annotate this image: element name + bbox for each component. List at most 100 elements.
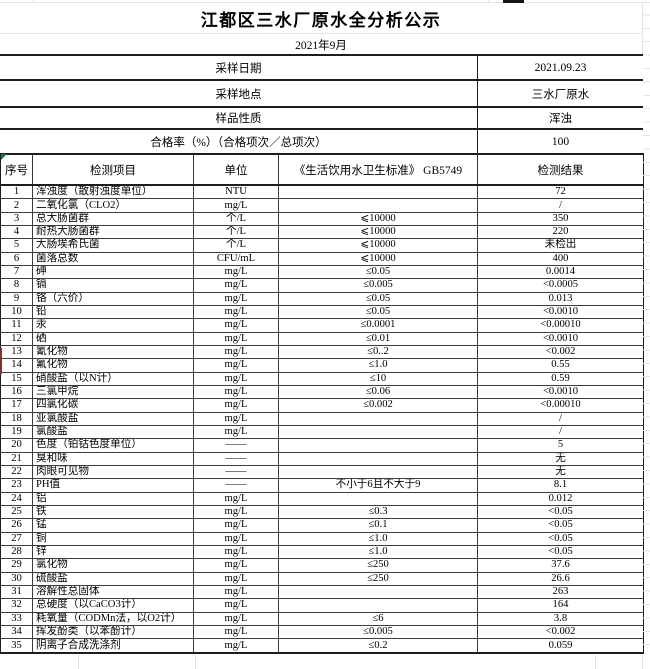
cell-unit[interactable]: mg/L xyxy=(193,531,279,546)
cell-serial-no[interactable]: 4 xyxy=(0,224,33,240)
cell-test-item[interactable]: PH值 xyxy=(32,478,194,493)
cell-standard-limit[interactable]: ≤0.3 xyxy=(278,504,478,520)
cell-serial-no[interactable]: 32 xyxy=(0,598,33,613)
cell-result[interactable]: 0.013 xyxy=(477,291,644,306)
cell-standard-limit[interactable] xyxy=(278,464,478,480)
cell-serial-no[interactable]: 8 xyxy=(0,278,33,293)
cell-test-item[interactable]: 铅 xyxy=(32,304,194,320)
cell-test-item[interactable]: 铜 xyxy=(32,531,194,546)
cell-serial-no[interactable]: 3 xyxy=(0,211,33,227)
cell-serial-no[interactable]: 28 xyxy=(0,544,33,560)
cell-result[interactable]: 0.0014 xyxy=(477,264,644,280)
cell-unit[interactable]: mg/L xyxy=(193,318,279,333)
cell-unit[interactable]: mg/L xyxy=(193,304,279,320)
cell-test-item[interactable]: 总大肠菌群 xyxy=(32,211,194,227)
cell-unit[interactable]: mg/L xyxy=(193,411,279,426)
cell-test-item[interactable]: 砷 xyxy=(32,264,194,280)
cell-test-item[interactable]: 色度（铂钴色度单位） xyxy=(32,438,194,453)
cell-result[interactable]: 263 xyxy=(477,584,644,600)
cell-test-item[interactable]: 大肠埃希氏菌 xyxy=(32,238,194,253)
cell-result[interactable]: <0.05 xyxy=(477,531,644,546)
cell-unit[interactable]: CFU/mL xyxy=(193,251,279,266)
cell-result[interactable]: <0.05 xyxy=(477,504,644,520)
cell-standard-limit[interactable]: ≤0.01 xyxy=(278,331,478,346)
col-header-standard[interactable]: 《生活饮用水卫生标准》 GB5749 xyxy=(278,153,478,186)
cell-serial-no[interactable]: 24 xyxy=(0,491,33,506)
cell-test-item[interactable]: 总硬度（以CaCO3计） xyxy=(32,598,194,613)
cell-unit[interactable]: —— xyxy=(193,464,279,480)
cell-result[interactable]: 350 xyxy=(477,211,644,227)
cell-unit[interactable]: 个/L xyxy=(193,211,279,227)
cell-result[interactable]: 未检出 xyxy=(477,238,644,253)
cell-serial-no[interactable]: 25 xyxy=(0,504,33,520)
col-header-item[interactable]: 检测项目 xyxy=(32,153,194,186)
cell-standard-limit[interactable]: ≤0.1 xyxy=(278,518,478,533)
cell-standard-limit[interactable] xyxy=(278,451,478,466)
cell-result[interactable]: 164 xyxy=(477,598,644,613)
cell-test-item[interactable]: 铬（六价） xyxy=(32,291,194,306)
pass-rate-value[interactable]: 100 xyxy=(477,130,643,153)
cell-unit[interactable]: mg/L xyxy=(193,424,279,440)
cell-result[interactable]: / xyxy=(477,198,644,213)
cell-result[interactable]: <0.002 xyxy=(477,624,644,640)
cell-result[interactable]: 0.012 xyxy=(477,491,644,506)
cell-test-item[interactable]: 菌落总数 xyxy=(32,251,194,266)
col-header-result[interactable]: 检测结果 xyxy=(477,153,644,186)
cell-result[interactable]: 26.6 xyxy=(477,571,644,586)
cell-test-item[interactable]: 亚氯酸盐 xyxy=(32,411,194,426)
cell-unit[interactable]: mg/L xyxy=(193,371,279,386)
cell-unit[interactable]: mg/L xyxy=(193,344,279,360)
cell-result[interactable]: 0.59 xyxy=(477,371,644,386)
cell-standard-limit[interactable]: ⩽10000 xyxy=(278,251,478,266)
cell-test-item[interactable]: 锰 xyxy=(32,518,194,533)
cell-serial-no[interactable]: 15 xyxy=(0,371,33,386)
cell-result[interactable]: <0.0010 xyxy=(477,304,644,320)
cell-unit[interactable]: mg/L xyxy=(193,558,279,573)
cell-test-item[interactable]: 氟化物 xyxy=(32,358,194,373)
cell-result[interactable]: 0.55 xyxy=(477,358,644,373)
cell-serial-no[interactable]: 21 xyxy=(0,451,33,466)
cell-standard-limit[interactable]: ≤10 xyxy=(278,371,478,386)
cell-unit[interactable]: mg/L xyxy=(193,544,279,560)
cell-test-item[interactable]: 臭和味 xyxy=(32,451,194,466)
cell-unit[interactable]: mg/L xyxy=(193,624,279,640)
cell-result[interactable]: 37.6 xyxy=(477,558,644,573)
cell-result[interactable]: 5 xyxy=(477,438,644,453)
cell-standard-limit[interactable]: ⩽10000 xyxy=(278,238,478,253)
cell-result[interactable]: <0.05 xyxy=(477,518,644,533)
col-header-unit[interactable]: 单位 xyxy=(193,153,279,186)
cell-test-item[interactable]: 氯化物 xyxy=(32,558,194,573)
cell-result[interactable]: <0.05 xyxy=(477,544,644,560)
cell-test-item[interactable]: 耗氧量（CODMn法，以O2计） xyxy=(32,611,194,626)
cell-serial-no[interactable]: 26 xyxy=(0,518,33,533)
cell-serial-no[interactable]: 34 xyxy=(0,624,33,640)
cell-standard-limit[interactable] xyxy=(278,491,478,506)
cell-serial-no[interactable]: 18 xyxy=(0,411,33,426)
cell-test-item[interactable]: 四氯化碳 xyxy=(32,398,194,413)
cell-standard-limit[interactable] xyxy=(278,411,478,426)
sampling-date-label[interactable]: 采样日期 xyxy=(215,62,262,75)
cell-standard-limit[interactable] xyxy=(278,184,478,200)
cell-unit[interactable]: mg/L xyxy=(193,584,279,600)
cell-unit[interactable]: mg/L xyxy=(193,638,279,655)
cell-standard-limit[interactable] xyxy=(278,584,478,600)
cell-unit[interactable]: NTU xyxy=(193,184,279,200)
cell-unit[interactable]: 个/L xyxy=(193,238,279,253)
cell-test-item[interactable]: 浑浊度（散射浊度单位） xyxy=(32,184,194,200)
cell-serial-no[interactable]: 14 xyxy=(0,358,33,373)
cell-standard-limit[interactable]: ≤1.0 xyxy=(278,358,478,373)
cell-serial-no[interactable]: 6 xyxy=(0,251,33,266)
cell-standard-limit[interactable]: ≤0.06 xyxy=(278,384,478,400)
cell-test-item[interactable]: 铝 xyxy=(32,491,194,506)
cell-standard-limit[interactable]: ≤1.0 xyxy=(278,544,478,560)
cell-serial-no[interactable]: 10 xyxy=(0,304,33,320)
cell-test-item[interactable]: 硫酸盐 xyxy=(32,571,194,586)
cell-standard-limit[interactable]: ≤0.005 xyxy=(278,278,478,293)
cell-unit[interactable]: mg/L xyxy=(193,398,279,413)
cell-test-item[interactable]: 硒 xyxy=(32,331,194,346)
cell-test-item[interactable]: 二氧化氯（CLO2） xyxy=(32,198,194,213)
cell-test-item[interactable]: 汞 xyxy=(32,318,194,333)
cell-serial-no[interactable]: 20 xyxy=(0,438,33,453)
cell-unit[interactable]: mg/L xyxy=(193,291,279,306)
sampling-date-value[interactable]: 2021.09.23 xyxy=(477,56,643,79)
